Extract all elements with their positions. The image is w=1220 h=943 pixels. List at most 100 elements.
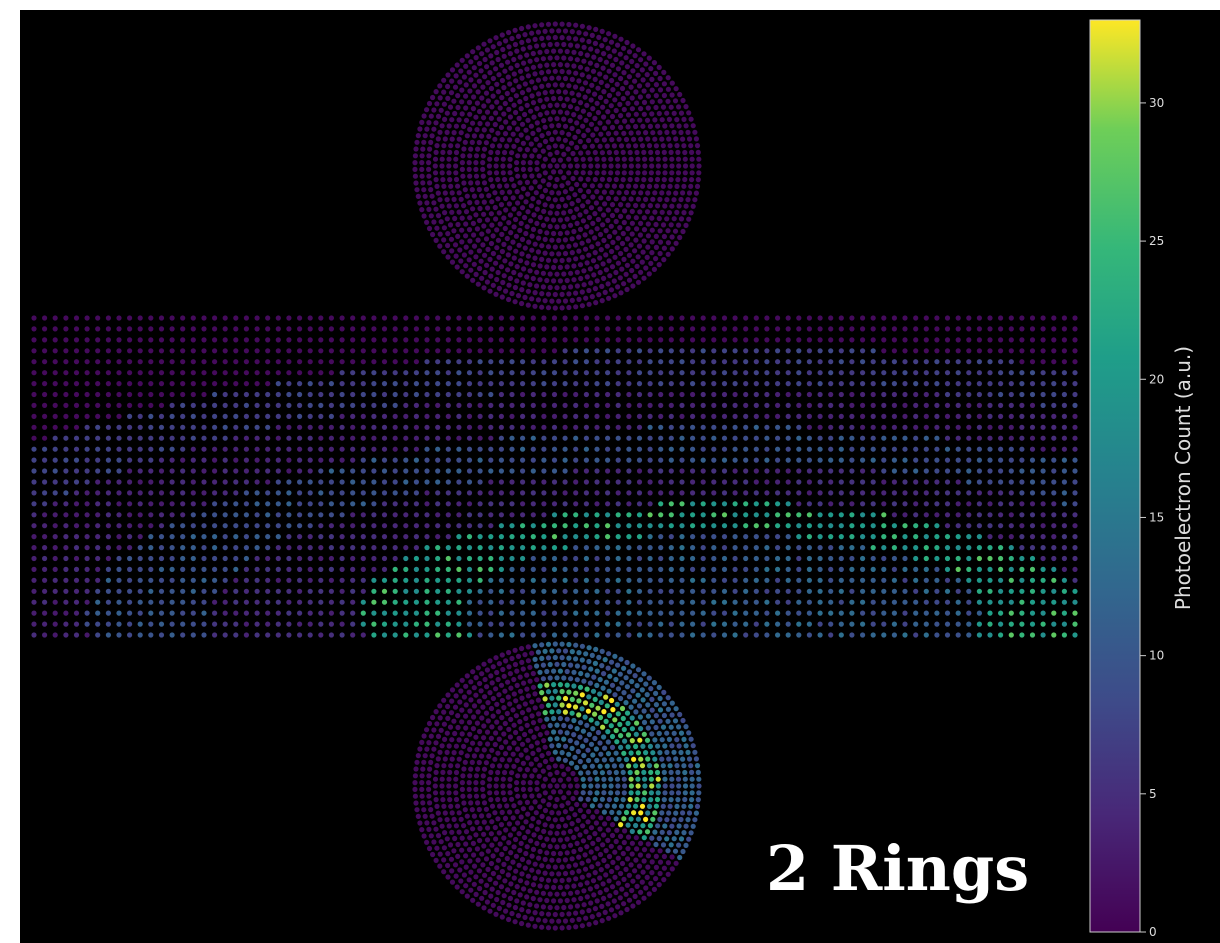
barrel-pmt <box>658 555 664 562</box>
top-cap-pmt <box>566 35 572 41</box>
bottom-cap-pmt <box>589 803 596 809</box>
barrel-pmt <box>583 632 590 638</box>
barrel-pmt <box>987 446 993 452</box>
top-cap-pmt <box>496 210 502 216</box>
bottom-cap-pmt <box>585 819 591 825</box>
barrel-pmt <box>530 337 536 343</box>
bottom-cap-pmt <box>590 840 596 847</box>
top-cap-pmt <box>490 75 496 82</box>
barrel-pmt <box>105 402 111 408</box>
barrel-pmt <box>881 348 887 354</box>
top-cap-pmt <box>586 252 592 258</box>
barrel-pmt <box>764 315 770 321</box>
barrel-pmt <box>148 348 154 354</box>
bottom-cap-pmt <box>511 740 517 746</box>
barrel-pmt <box>583 402 590 408</box>
barrel-pmt <box>785 370 791 376</box>
bottom-cap-pmt <box>595 705 601 711</box>
barrel-pmt <box>690 359 696 365</box>
barrel-pmt <box>31 490 37 496</box>
barrel-pmt <box>265 337 271 343</box>
barrel-pmt <box>1072 577 1078 583</box>
barrel-pmt <box>679 588 685 594</box>
barrel-pmt <box>785 315 791 321</box>
barrel-pmt <box>998 337 1004 343</box>
barrel-pmt <box>42 490 48 496</box>
top-cap-pmt <box>574 57 580 63</box>
top-cap-pmt <box>654 149 661 156</box>
bottom-cap-pmt <box>494 847 500 853</box>
barrel-pmt <box>84 501 90 507</box>
top-cap-pmt <box>446 123 452 129</box>
barrel-pmt <box>743 545 749 551</box>
barrel-pmt <box>955 315 961 321</box>
bottom-cap-pmt <box>600 724 606 730</box>
barrel-pmt <box>732 610 738 616</box>
top-cap-pmt <box>668 177 674 183</box>
barrel-pmt <box>551 555 558 562</box>
barrel-pmt <box>541 555 547 562</box>
bottom-cap-pmt <box>547 783 553 789</box>
barrel-pmt <box>403 632 409 638</box>
barrel-pmt <box>212 534 218 540</box>
barrel-pmt <box>700 501 706 507</box>
top-cap-pmt <box>502 225 508 232</box>
top-cap-pmt <box>629 118 635 124</box>
barrel-pmt <box>158 359 165 365</box>
barrel-pmt <box>1051 490 1057 496</box>
barrel-pmt <box>392 391 398 398</box>
top-cap-pmt <box>507 163 513 169</box>
top-cap-pmt <box>619 266 625 272</box>
barrel-pmt <box>1072 501 1078 507</box>
barrel-pmt <box>573 555 579 562</box>
barrel-pmt <box>987 501 993 507</box>
bottom-cap-pmt <box>605 815 612 822</box>
barrel-pmt <box>328 588 334 594</box>
barrel-pmt <box>944 391 951 398</box>
top-cap-pmt <box>621 106 627 113</box>
barrel-pmt <box>403 468 409 474</box>
barrel-pmt <box>95 402 101 408</box>
barrel-pmt <box>52 315 58 321</box>
barrel-pmt <box>360 359 366 365</box>
barrel-pmt <box>201 435 207 441</box>
barrel-pmt <box>148 501 154 507</box>
barrel-pmt <box>318 468 324 474</box>
bottom-cap-pmt <box>501 731 507 737</box>
top-cap-pmt <box>502 100 508 107</box>
bottom-cap-pmt <box>589 763 596 769</box>
barrel-pmt <box>1019 391 1025 398</box>
barrel-pmt <box>668 566 674 573</box>
barrel-pmt <box>116 468 122 474</box>
barrel-pmt <box>318 501 324 507</box>
bottom-cap-pmt <box>522 773 528 779</box>
barrel-pmt <box>785 326 791 332</box>
barrel-pmt <box>318 381 324 387</box>
top-cap-pmt <box>572 242 579 248</box>
barrel-pmt <box>1040 501 1046 507</box>
barrel-pmt <box>339 435 345 441</box>
top-cap-pmt <box>424 200 430 206</box>
barrel-pmt <box>732 446 738 452</box>
barrel-pmt <box>944 566 951 573</box>
barrel-pmt <box>594 337 600 343</box>
top-cap-pmt <box>609 189 615 195</box>
barrel-pmt <box>63 501 69 507</box>
top-cap-pmt <box>446 203 452 209</box>
barrel-pmt <box>1061 391 1067 398</box>
top-cap-pmt <box>581 132 587 139</box>
top-cap-pmt <box>467 111 473 117</box>
barrel-pmt <box>1061 424 1067 430</box>
barrel-pmt <box>913 381 919 387</box>
top-cap-pmt <box>605 207 611 213</box>
barrel-pmt <box>212 566 218 573</box>
top-cap-pmt <box>635 279 642 285</box>
barrel-pmt <box>966 479 972 485</box>
barrel-pmt <box>1029 457 1036 463</box>
barrel-pmt <box>891 457 898 463</box>
barrel-pmt <box>63 566 69 573</box>
barrel-pmt <box>615 610 621 616</box>
barrel-pmt <box>360 588 366 594</box>
top-cap-pmt <box>605 45 611 51</box>
barrel-pmt <box>498 424 504 430</box>
